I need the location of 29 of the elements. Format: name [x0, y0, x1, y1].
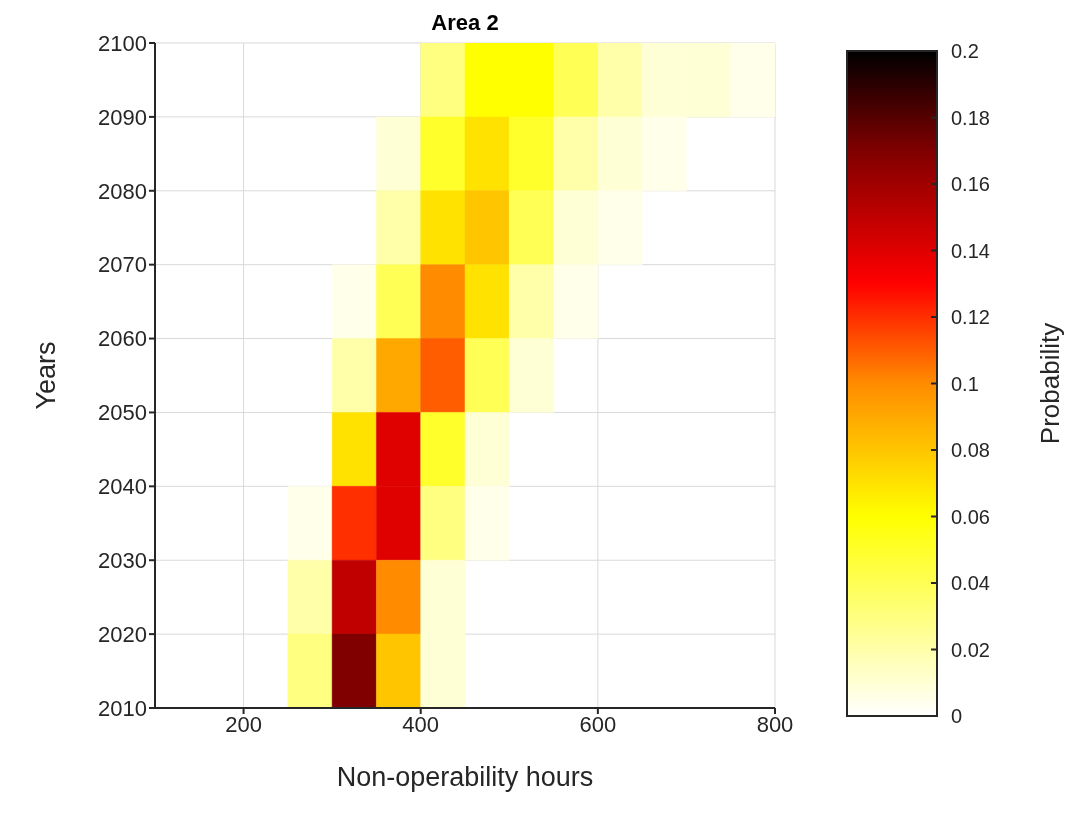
color-bar-label: 0.08	[951, 439, 990, 461]
x-tick-label: 200	[225, 711, 262, 737]
color-bar-label: 0.04	[951, 572, 990, 594]
color-bar-label: 0	[951, 705, 963, 727]
color-bar-label: 0.2	[951, 40, 979, 62]
color-bar-label: 0.06	[951, 505, 990, 528]
y-tick-label: 2060	[98, 326, 147, 352]
y-tick-label: 2040	[98, 474, 147, 500]
color-bar-label: 0.12	[951, 306, 990, 328]
y-tick-label: 2030	[98, 548, 147, 574]
y-tick-label: 2050	[98, 400, 147, 426]
y-tick-label: 2070	[98, 252, 147, 278]
y-tick-label: 2100	[98, 30, 147, 56]
x-tick-label: 400	[402, 711, 440, 737]
y-tick-label: 2010	[98, 695, 147, 721]
color-bar-label: 0.18	[951, 106, 990, 129]
x-axis-title: Non-operability hours	[336, 762, 594, 792]
x-tick-label: 800	[756, 711, 794, 737]
color-bar-label: 0.1	[951, 372, 979, 395]
y-tick-label: 2090	[98, 104, 147, 130]
y-tick-label: 2080	[98, 178, 147, 204]
chart-title: Area 2	[430, 10, 500, 36]
color-bar-title: Probability	[1035, 322, 1065, 445]
color-bar-label: 0.16	[951, 173, 990, 195]
color-bar-label: 0.02	[951, 638, 990, 661]
color-bar-label: 0.14	[951, 239, 990, 262]
x-tick-label: 600	[579, 711, 617, 737]
y-axis-title: Years	[30, 341, 61, 410]
y-tick-label: 2020	[98, 621, 147, 647]
